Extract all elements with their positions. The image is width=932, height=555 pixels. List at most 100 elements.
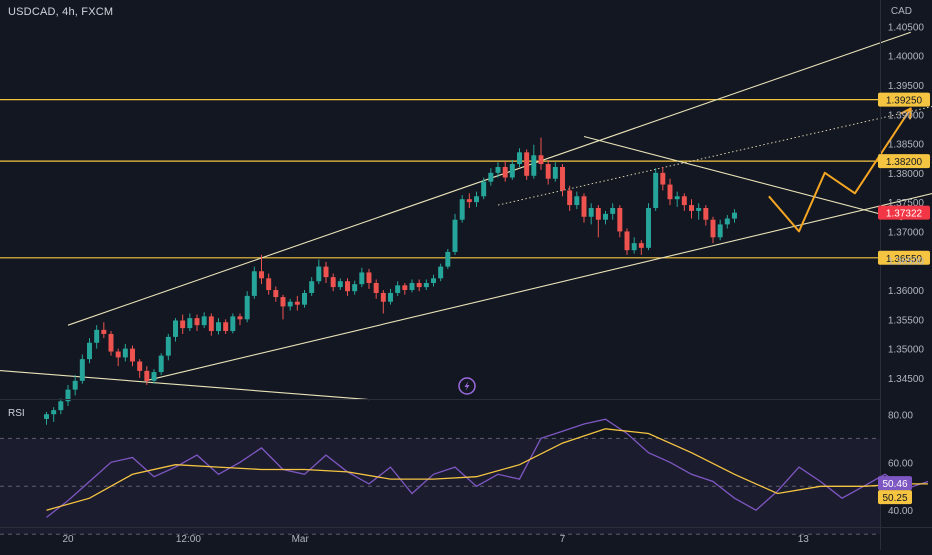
rsi-tick-label: 60.00 <box>888 458 913 469</box>
level-price-label <box>878 154 930 169</box>
candle-body <box>330 277 336 288</box>
candle-body <box>502 166 508 178</box>
candle-body <box>79 359 85 381</box>
time-tick-label: Mar <box>292 534 310 545</box>
current-price-text: 1.37322 <box>886 209 923 220</box>
wedge-top-line[interactable] <box>583 135 903 221</box>
candle-body <box>495 166 501 173</box>
price-tick-label: 1.36000 <box>888 286 925 297</box>
candle-body <box>101 329 107 334</box>
candle-body <box>180 320 186 329</box>
candle-body <box>373 282 379 293</box>
price-tick-label: 1.37500 <box>888 198 925 209</box>
candle-body <box>409 282 415 291</box>
candle-body <box>667 184 673 200</box>
rsi-line[interactable] <box>46 418 929 518</box>
candle-body <box>144 370 150 381</box>
candle-body <box>230 316 236 332</box>
candle-body <box>130 348 135 362</box>
candle-body <box>151 372 157 381</box>
price-tick-label: 1.39500 <box>888 81 925 92</box>
time-tick-label: 12:00 <box>176 534 201 545</box>
price-tick-label: 1.40000 <box>888 52 925 63</box>
candle-body <box>115 351 121 358</box>
candle-body <box>574 196 580 206</box>
falling-trend-line[interactable] <box>0 369 370 401</box>
candle-body <box>581 196 587 217</box>
projection-path[interactable] <box>768 107 912 233</box>
candle-body <box>201 316 207 326</box>
candle-body <box>588 207 594 217</box>
candle-body <box>273 290 279 298</box>
candle-body <box>352 284 358 292</box>
candle-body <box>44 414 49 419</box>
candle-body <box>624 231 630 251</box>
candle-body <box>137 361 143 371</box>
candle-body <box>459 199 465 220</box>
rsi-value-badge <box>878 476 912 491</box>
candle-body <box>517 152 522 165</box>
candle-body <box>595 207 601 220</box>
candle-body <box>359 272 365 285</box>
candle-body <box>345 281 350 292</box>
candle-body <box>710 219 716 238</box>
candle-body <box>724 218 730 225</box>
candle-body <box>280 297 286 307</box>
candle-body <box>689 205 694 211</box>
price-tick-label: 1.35500 <box>888 315 925 326</box>
symbol-title[interactable]: USDCAD, 4h, FXCM <box>8 6 114 18</box>
candle-body <box>388 292 393 302</box>
level-price-label <box>878 92 930 107</box>
rsi-title[interactable]: RSI <box>8 408 25 419</box>
candle-body <box>395 285 401 293</box>
rsi-ma-text: 50.25 <box>882 493 907 504</box>
channel-lower-line[interactable] <box>145 190 932 382</box>
candle-body <box>402 285 408 291</box>
rsi-ma-line[interactable] <box>46 428 929 511</box>
dotted-projection-line[interactable] <box>497 105 932 206</box>
candle-body <box>538 155 544 165</box>
candle-body <box>266 278 272 291</box>
rsi-tick-label: 80.00 <box>888 410 913 421</box>
candle-body <box>567 190 573 206</box>
level-price-label <box>878 250 930 265</box>
candle-body <box>431 278 436 283</box>
lightning-icon[interactable] <box>458 377 476 395</box>
price-tick-label: 1.39000 <box>888 110 925 121</box>
candle-body <box>452 219 458 252</box>
candle-body <box>187 318 193 329</box>
candle-body <box>423 282 429 288</box>
time-tick-label: 20 <box>62 534 74 545</box>
candle-body <box>638 243 644 248</box>
candle-body <box>294 301 300 305</box>
price-tick-label: 1.34500 <box>888 374 925 385</box>
candle-body <box>94 329 100 343</box>
candle-body <box>108 333 114 352</box>
candle-body <box>552 166 558 179</box>
candle-body <box>208 316 214 332</box>
candle-body <box>380 292 386 302</box>
candle-body <box>173 320 178 337</box>
candle-body <box>545 164 551 179</box>
candle-body <box>302 292 307 305</box>
candle-body <box>309 281 315 293</box>
candle-body <box>58 401 64 411</box>
rsi-tick-label: 40.00 <box>888 506 913 517</box>
candle-body <box>488 172 494 182</box>
candle-body <box>696 207 702 211</box>
candle-body <box>445 251 451 267</box>
level-price-text: 1.38200 <box>886 157 923 168</box>
candle-body <box>560 166 565 191</box>
current-price-badge <box>878 205 930 220</box>
candle-body <box>509 164 515 178</box>
candle-body <box>617 207 623 232</box>
candle-body <box>466 199 472 203</box>
price-tick-label: 1.40500 <box>888 22 925 33</box>
candle-body <box>610 207 616 214</box>
candle-body <box>646 207 651 248</box>
price-tick-label: 1.35000 <box>888 345 925 356</box>
candle-body <box>481 181 487 197</box>
